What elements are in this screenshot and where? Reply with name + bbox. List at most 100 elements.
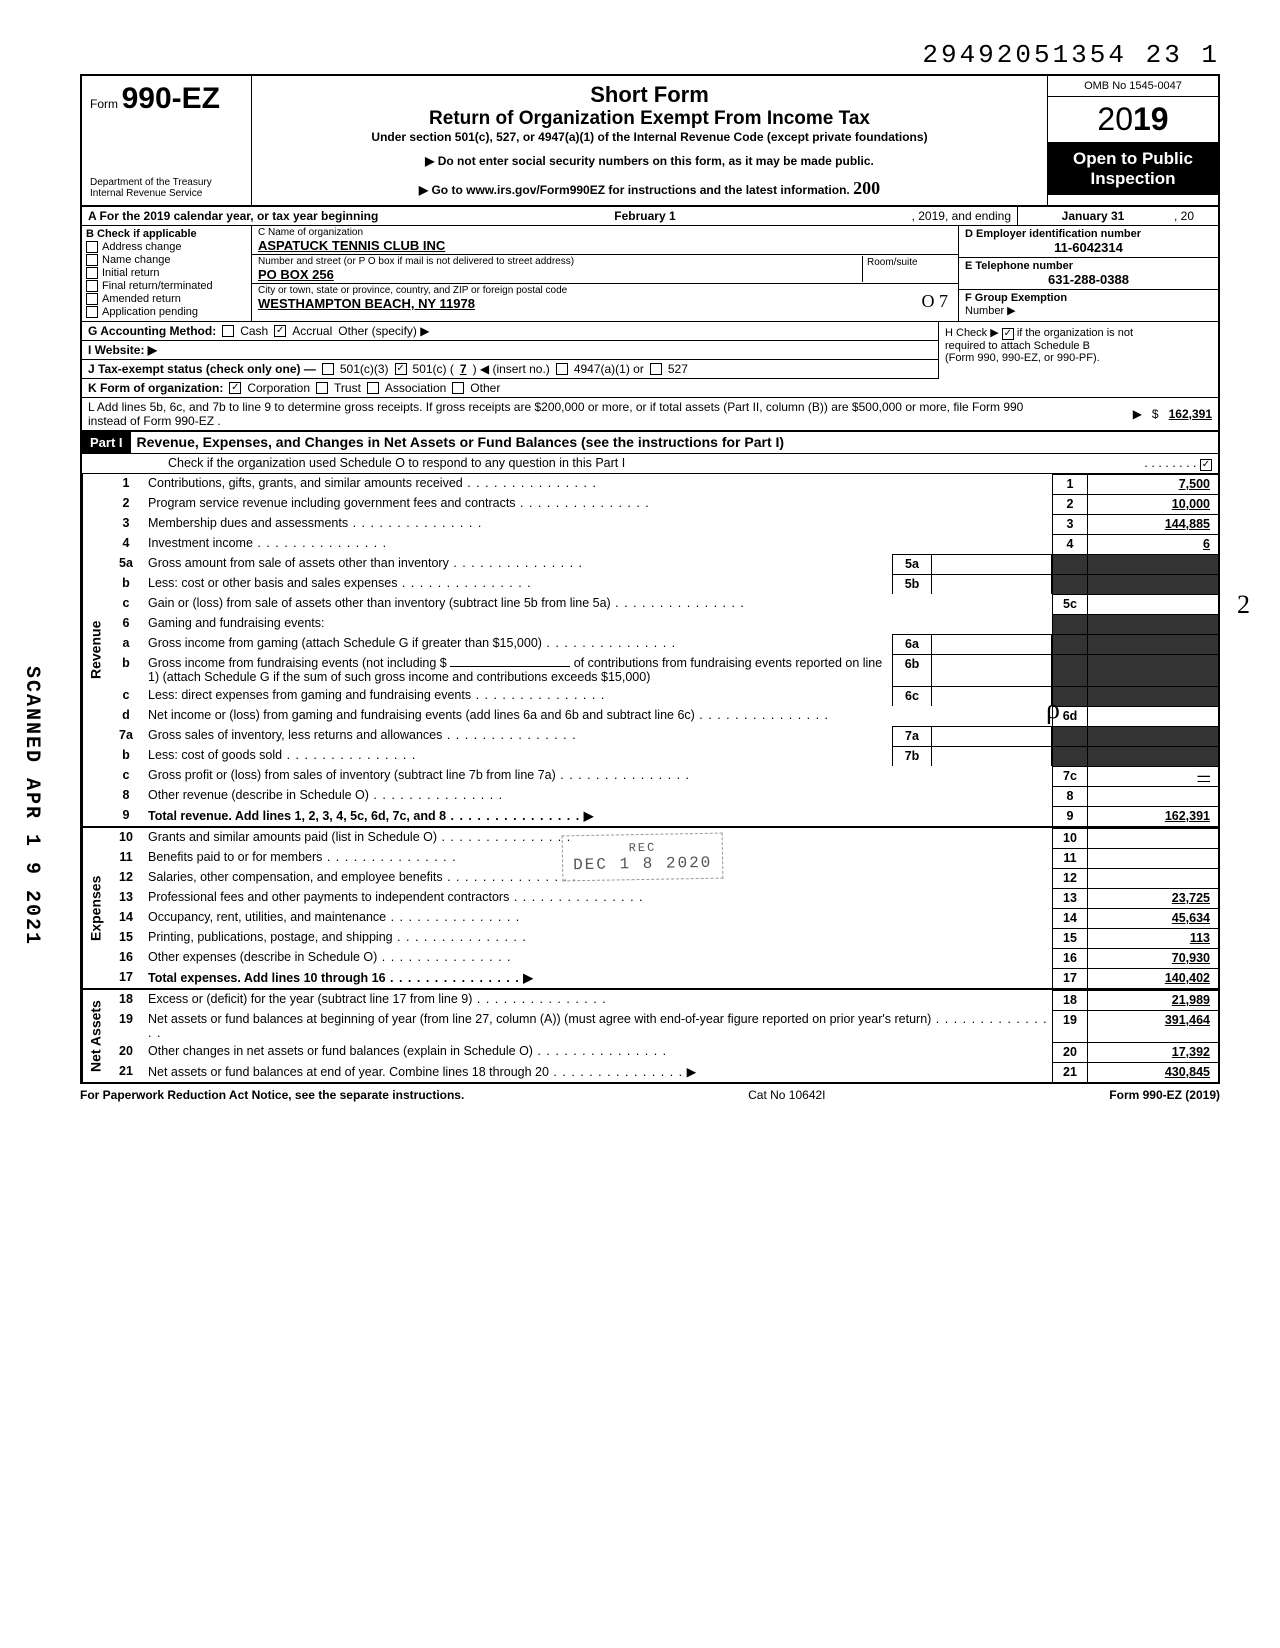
line-value: —	[1088, 766, 1218, 786]
line-ref: 11	[1052, 848, 1088, 868]
tax-year-end: January 31	[1018, 207, 1168, 225]
check-final-return-terminated[interactable]	[86, 280, 98, 292]
501c3-label: 501(c)(3)	[340, 362, 389, 376]
row-a-tail: , 20	[1168, 207, 1218, 225]
line-ref: 12	[1052, 868, 1088, 888]
sub-value	[932, 686, 1052, 706]
line-ref-shaded	[1052, 726, 1088, 746]
line-desc: Printing, publications, postage, and shi…	[144, 928, 1052, 948]
note-url: Go to www.irs.gov/Form990EZ for instruct…	[419, 183, 850, 197]
line-number: 1	[108, 474, 144, 494]
corporation-checkbox[interactable]	[229, 382, 241, 394]
527-checkbox[interactable]	[650, 363, 662, 375]
line-desc: Gross income from gaming (attach Schedul…	[144, 634, 892, 654]
association-checkbox[interactable]	[367, 382, 379, 394]
trust-checkbox[interactable]	[316, 382, 328, 394]
line-number: d	[108, 706, 144, 726]
line-desc: Total expenses. Add lines 10 through 16 …	[144, 968, 1052, 988]
line-value-shaded	[1088, 726, 1218, 746]
check-label: Amended return	[102, 293, 181, 305]
title-short-form: Short Form	[262, 82, 1037, 108]
line-value: 391,464	[1088, 1010, 1218, 1042]
4947-checkbox[interactable]	[556, 363, 568, 375]
schedule-o-checkbox[interactable]	[1200, 459, 1212, 471]
main-grid: REC DEC 1 8 2020 Revenue 1 Contributions…	[80, 474, 1220, 1084]
corporation-label: Corporation	[247, 381, 310, 395]
line-desc: Total revenue. Add lines 1, 2, 3, 4, 5c,…	[144, 806, 1052, 826]
line-number: 12	[108, 868, 144, 888]
scanned-stamp: SCANNED APR 1 9 2021	[20, 666, 43, 946]
form-header: Form 990-EZ Department of the Treasury I…	[80, 74, 1220, 207]
sub-value	[932, 634, 1052, 654]
line-number: 21	[108, 1062, 144, 1082]
line-ref: 4	[1052, 534, 1088, 554]
note-public: Do not enter social security numbers on …	[425, 154, 874, 168]
sub-ref: 5b	[892, 574, 932, 594]
check-amended-return[interactable]	[86, 293, 98, 305]
line-ref: 15	[1052, 928, 1088, 948]
h-check-label: H Check ▶	[945, 327, 999, 339]
form-of-org-label: K Form of organization:	[88, 381, 223, 395]
527-label: 527	[668, 362, 688, 376]
check-label: Initial return	[102, 267, 159, 279]
schedule-b-checkbox[interactable]	[1002, 328, 1014, 340]
check-initial-return[interactable]	[86, 267, 98, 279]
other-org-checkbox[interactable]	[452, 382, 464, 394]
org-name-value: ASPATUCK TENNIS CLUB INC	[258, 238, 952, 253]
accrual-checkbox[interactable]	[274, 325, 286, 337]
line-value: 6	[1088, 534, 1218, 554]
line-value-shaded	[1088, 634, 1218, 654]
net-assets-label: Net Assets	[82, 990, 108, 1082]
line-number: c	[108, 766, 144, 786]
line-value-shaded	[1088, 686, 1218, 706]
check-application-pending[interactable]	[86, 306, 98, 318]
check-name-change[interactable]	[86, 254, 98, 266]
tax-exempt-label: J Tax-exempt status (check only one) —	[88, 362, 316, 376]
other-org-label: Other	[470, 381, 500, 395]
year-value: 19	[1133, 101, 1169, 137]
part-1-badge: Part I	[82, 432, 131, 453]
line-value: 23,725	[1088, 888, 1218, 908]
line-number: 3	[108, 514, 144, 534]
line-number: 19	[108, 1010, 144, 1042]
line-ref: 17	[1052, 968, 1088, 988]
inspect-line-2: Inspection	[1052, 169, 1214, 189]
line-value: 70,930	[1088, 948, 1218, 968]
cash-checkbox[interactable]	[222, 325, 234, 337]
line-number: 14	[108, 908, 144, 928]
line-l-text: L Add lines 5b, 6c, and 7b to line 9 to …	[88, 400, 1036, 428]
line-number: 9	[108, 806, 144, 826]
501c3-checkbox[interactable]	[322, 363, 334, 375]
sub-ref: 7b	[892, 746, 932, 766]
title-return: Return of Organization Exempt From Incom…	[262, 108, 1037, 130]
line-desc: Program service revenue including govern…	[144, 494, 1052, 514]
received-stamp: REC DEC 1 8 2020	[562, 833, 724, 882]
line-desc: Gain or (loss) from sale of assets other…	[144, 594, 1052, 614]
line-value: 45,634	[1088, 908, 1218, 928]
line-desc: Net assets or fund balances at end of ye…	[144, 1062, 1052, 1082]
line-number: b	[108, 574, 144, 594]
line-number: 20	[108, 1042, 144, 1062]
inspect-line-1: Open to Public	[1052, 149, 1214, 169]
line-desc: Net income or (loss) from gaming and fun…	[144, 706, 1052, 726]
line-ref: 19	[1052, 1010, 1088, 1042]
501c-checkbox[interactable]	[395, 363, 407, 375]
line-desc: Less: cost or other basis and sales expe…	[144, 574, 892, 594]
line-ref: 14	[1052, 908, 1088, 928]
part-1-title: Revenue, Expenses, and Changes in Net As…	[131, 432, 1218, 453]
year-prefix: 20	[1097, 101, 1133, 137]
accounting-method-label: G Accounting Method:	[88, 324, 216, 338]
line-desc: Excess or (deficit) for the year (subtra…	[144, 990, 1052, 1010]
line-value: 144,885	[1088, 514, 1218, 534]
omb-number: OMB No 1545-0047	[1048, 76, 1218, 97]
check-address-change[interactable]	[86, 241, 98, 253]
line-number: 13	[108, 888, 144, 908]
line-number: 6	[108, 614, 144, 634]
line-desc: Gaming and fundraising events:	[144, 614, 1052, 634]
other-method-label: Other (specify) ▶	[338, 324, 429, 338]
line-number: c	[108, 686, 144, 706]
line-ref: 20	[1052, 1042, 1088, 1062]
line-value: 7,500	[1088, 474, 1218, 494]
line-number: 2	[108, 494, 144, 514]
city-label: City or town, state or province, country…	[258, 285, 952, 296]
